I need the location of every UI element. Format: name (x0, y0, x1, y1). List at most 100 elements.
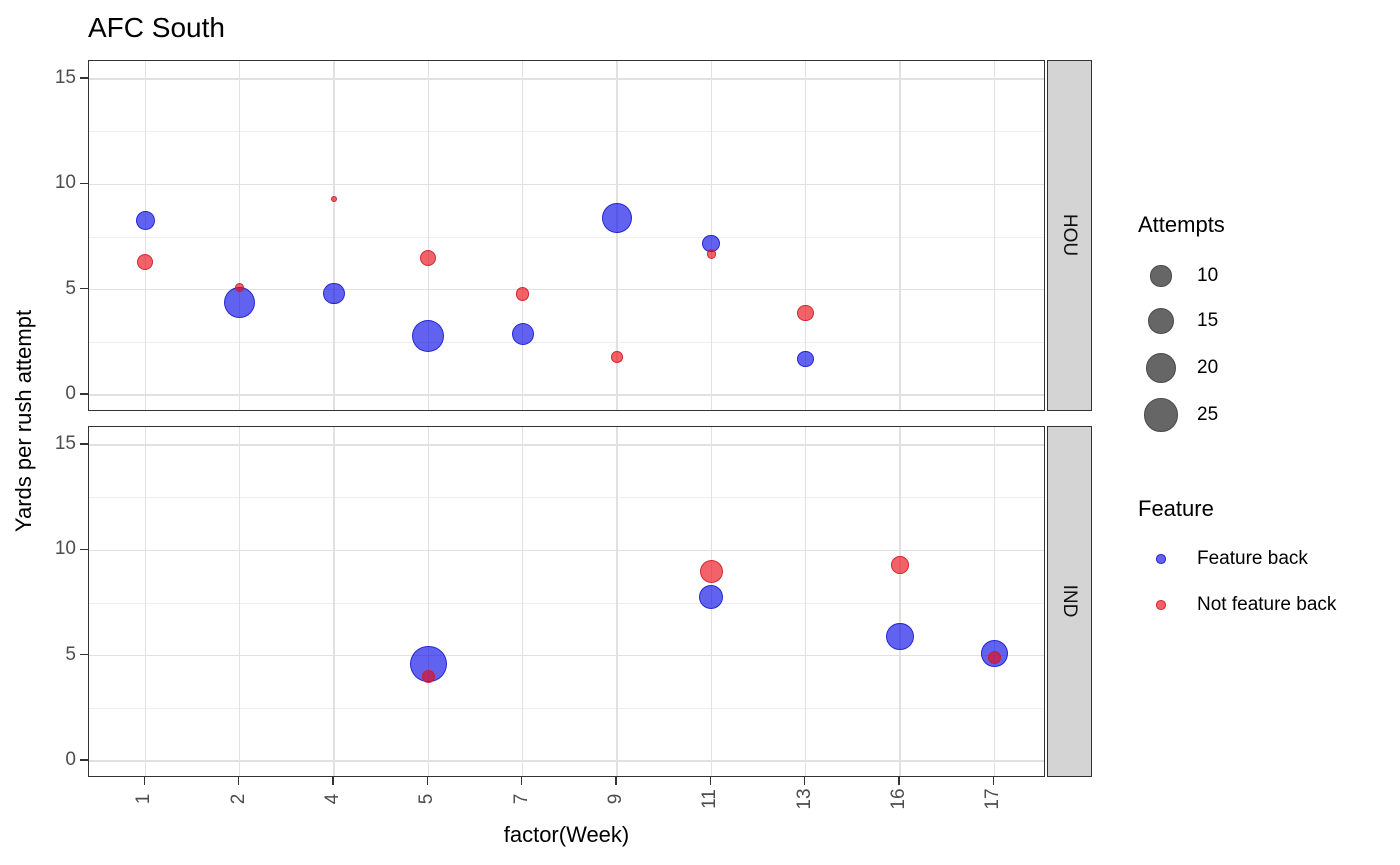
gridline-week (427, 61, 429, 410)
y-tick-mark (80, 653, 88, 656)
bubble-feature-back (699, 584, 724, 609)
gridline-week (993, 61, 995, 410)
bubble-not-feature-back (420, 249, 437, 267)
feature-legend-label: Not feature back (1197, 594, 1337, 615)
gridline-major (89, 444, 1044, 446)
gridline-week (899, 427, 901, 776)
gridline-minor (89, 707, 1044, 709)
x-tick-label: 9 (604, 793, 626, 805)
y-tick-mark (80, 287, 88, 290)
gridline-week (899, 61, 901, 410)
bubble-not-feature-back (987, 651, 1001, 665)
y-tick-mark (80, 548, 88, 551)
facet-strip-label: HOU (1058, 213, 1080, 256)
x-tick-label: 4 (321, 793, 343, 805)
x-tick-mark (520, 777, 523, 785)
x-tick-mark (332, 777, 334, 785)
not-feature-back-legend-dot (1156, 600, 1166, 610)
x-tick-mark (615, 777, 617, 785)
y-tick-label: 5 (65, 643, 76, 665)
gridline-week (993, 427, 995, 776)
facet-panel-ind (88, 426, 1045, 777)
facet-strip-hou: HOU (1047, 60, 1092, 411)
bubble-feature-back (135, 210, 155, 230)
gridline-minor (89, 497, 1044, 499)
x-tick-label: 16 (887, 788, 909, 810)
y-tick-label: 5 (65, 277, 76, 299)
x-tick-label: 7 (510, 793, 532, 805)
gridline-week (333, 427, 335, 776)
y-tick-label: 10 (54, 538, 76, 560)
x-tick-label: 17 (982, 788, 1004, 810)
y-tick-label: 15 (54, 433, 76, 454)
size-legend-key (1150, 265, 1172, 287)
bubble-not-feature-back (421, 670, 435, 684)
y-tick-label: 0 (65, 749, 76, 771)
y-tick-mark (80, 443, 88, 445)
bubble-not-feature-back (706, 249, 716, 259)
bubble-not-feature-back (611, 351, 623, 363)
bubble-not-feature-back (515, 287, 530, 301)
bubble-feature-back (602, 203, 632, 233)
x-axis-title: factor(Week) (503, 822, 630, 847)
gridline-major (89, 78, 1044, 80)
gridline-major (89, 655, 1044, 657)
size-legend-label: 10 (1197, 265, 1219, 286)
bubble-feature-back (323, 283, 345, 305)
gridline-week (238, 61, 241, 410)
y-tick-mark (80, 182, 88, 185)
size-legend-label: 25 (1197, 404, 1219, 425)
gridline-week (804, 61, 807, 410)
bubble-not-feature-back (891, 556, 909, 574)
gridline-major (89, 394, 1044, 396)
x-tick-mark (143, 777, 146, 785)
gridline-major (89, 549, 1044, 551)
gridline-week (804, 427, 807, 776)
y-tick-mark (80, 393, 88, 395)
bubble-not-feature-back (699, 559, 723, 583)
size-legend-key (1148, 308, 1174, 334)
x-tick-mark (803, 777, 806, 785)
gridline-week (144, 61, 146, 410)
gridline-week (616, 427, 618, 776)
plot-title: AFC South (88, 12, 225, 43)
gridline-major (89, 289, 1044, 291)
x-tick-label: 13 (793, 788, 815, 810)
gridline-minor (89, 131, 1044, 133)
gridline-week (616, 61, 618, 410)
gridline-minor (89, 341, 1044, 343)
x-tick-label: 11 (699, 789, 721, 809)
bubble-feature-back (511, 322, 534, 345)
y-tick-mark (80, 759, 88, 761)
bubble-not-feature-back (797, 304, 814, 322)
x-tick-mark (237, 777, 240, 785)
x-tick-mark (898, 777, 900, 785)
color-legend-title: Feature (1138, 496, 1214, 521)
bubble-feature-back (412, 320, 445, 353)
bubble-not-feature-back (234, 282, 245, 293)
bubble-feature-back (797, 351, 814, 368)
size-legend-label: 15 (1197, 310, 1219, 331)
gridline-week (427, 427, 429, 776)
gridline-week (521, 61, 524, 410)
x-tick-mark (426, 777, 429, 785)
y-tick-label: 15 (54, 67, 76, 88)
bubble-feature-back (886, 622, 914, 651)
gridline-minor (89, 236, 1044, 238)
x-tick-label: 5 (416, 793, 438, 805)
facet-strip-label: IND (1058, 584, 1080, 618)
gridline-minor (89, 602, 1044, 604)
y-tick-label: 0 (65, 383, 76, 405)
x-tick-mark (709, 777, 712, 785)
gridline-week (521, 427, 524, 776)
size-legend-key (1144, 398, 1178, 432)
y-tick-mark (80, 77, 88, 79)
gridline-major (89, 760, 1044, 762)
x-tick-mark (992, 777, 995, 785)
gridline-major (89, 183, 1044, 185)
bubble-not-feature-back (137, 254, 154, 271)
gridline-week (238, 427, 241, 776)
y-tick-label: 10 (54, 172, 76, 194)
feature-legend-label: Feature back (1197, 548, 1308, 569)
